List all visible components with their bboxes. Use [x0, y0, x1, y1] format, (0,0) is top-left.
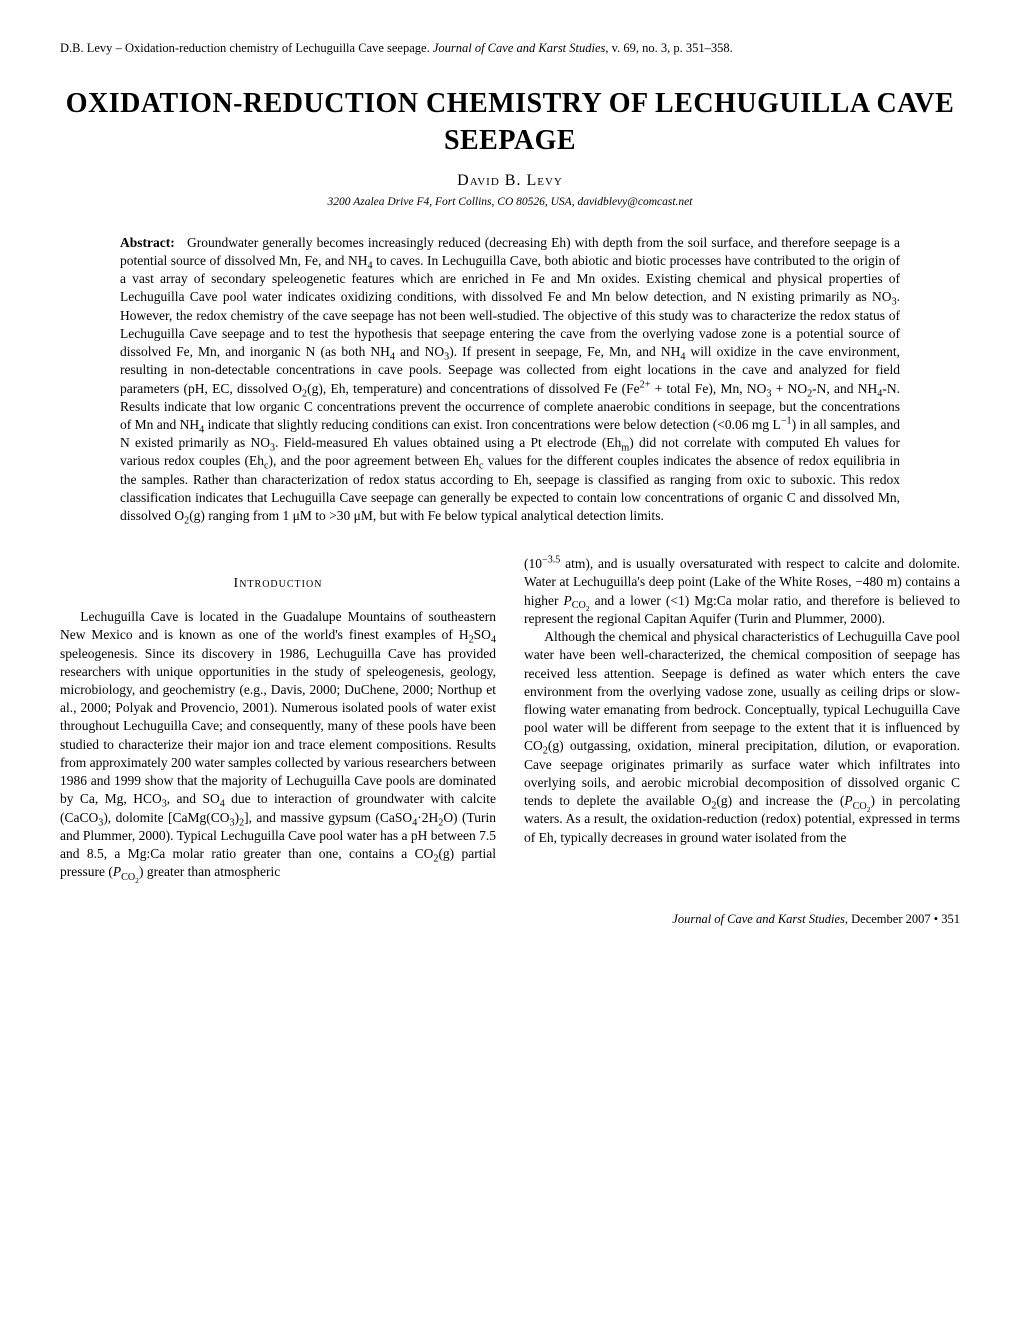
intro-paragraph-1: Lechuguilla Cave is located in the Guada… — [60, 608, 496, 881]
running-head: D.B. Levy – Oxidation-reduction chemistr… — [60, 40, 960, 56]
abstract-body: Groundwater generally becomes increasing… — [120, 235, 900, 523]
author-affiliation: 3200 Azalea Drive F4, Fort Collins, CO 8… — [60, 195, 960, 210]
footer-page-number: 351 — [941, 912, 960, 926]
body-columns: Introduction Lechuguilla Cave is located… — [60, 555, 960, 881]
abstract-label: Abstract: — [120, 235, 175, 250]
footer-issue: December 2007 — [848, 912, 931, 926]
author-name: David B. Levy — [60, 171, 960, 192]
running-head-citation: , v. 69, no. 3, p. 351–358. — [605, 41, 732, 55]
page-footer: Journal of Cave and Karst Studies, Decem… — [60, 911, 960, 927]
footer-journal: Journal of Cave and Karst Studies, — [672, 912, 848, 926]
running-head-author: D.B. Levy — [60, 41, 112, 55]
intro-paragraph-1-continued: (10−3.5 atm), and is usually oversaturat… — [524, 555, 960, 628]
intro-paragraph-2: Although the chemical and physical chara… — [524, 628, 960, 847]
footer-bullet: • — [931, 912, 942, 926]
abstract-block: Abstract: Groundwater generally becomes … — [120, 234, 900, 526]
running-head-short-title: Oxidation-reduction chemistry of Lechugu… — [125, 41, 430, 55]
section-heading-introduction: Introduction — [60, 575, 496, 594]
right-column: (10−3.5 atm), and is usually oversaturat… — [524, 555, 960, 881]
left-column: Introduction Lechuguilla Cave is located… — [60, 555, 496, 881]
running-head-journal: Journal of Cave and Karst Studies — [433, 41, 606, 55]
paper-title: OXIDATION-REDUCTION CHEMISTRY OF LECHUGU… — [60, 86, 960, 159]
running-head-sep: – — [112, 41, 125, 55]
